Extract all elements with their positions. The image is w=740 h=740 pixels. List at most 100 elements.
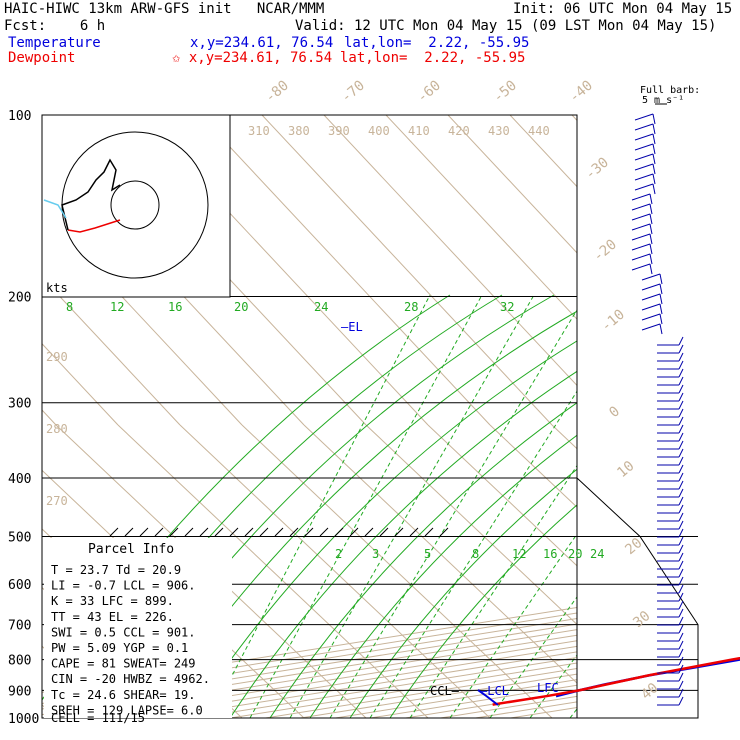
dry-adiabat-line <box>42 276 181 426</box>
pressure-tick-label: 900 <box>8 684 31 699</box>
wind-barb-flag <box>678 384 684 394</box>
isotherm-tick-label: -70 <box>338 78 368 107</box>
wind-barb-flag <box>678 640 684 650</box>
wind-barb <box>634 153 654 161</box>
wind-barb-flag <box>652 153 656 165</box>
pressure-tick-label: 400 <box>8 472 31 487</box>
wind-barb <box>634 143 654 151</box>
wind-barb-flag <box>678 568 684 578</box>
dry-adiabat-line <box>447 115 577 254</box>
dewpoint-legend-latlon: lat,lon= 2.22, -55.95 <box>340 50 526 66</box>
hatch-mark <box>154 527 164 537</box>
hatch-mark <box>334 527 344 537</box>
wind-barb <box>641 293 661 301</box>
dry-adiabat-line <box>385 115 577 320</box>
wind-barb-flag <box>678 672 684 682</box>
wind-barb-flag <box>649 223 653 235</box>
pressure-tick-label: 600 <box>8 578 31 593</box>
theta-tick-label: 410 <box>408 124 430 138</box>
wind-barb-flag <box>659 283 663 295</box>
temperature-legend-latlon: lat,lon= 2.22, -55.95 <box>344 35 530 51</box>
wind-barb-flag <box>678 416 684 426</box>
wind-barb-flag <box>678 432 684 442</box>
hatch-mark <box>379 527 389 537</box>
hodograph-units-label: kts <box>46 281 68 295</box>
wind-barb-flag <box>659 273 663 285</box>
wind-barb-flag <box>652 133 656 145</box>
wind-barb <box>631 243 651 251</box>
parcel-info-row: Tc = 24.6 SHEAR= 19. <box>51 688 196 702</box>
pressure-tick-label: 1000 <box>8 712 39 727</box>
pressure-tick-label: 500 <box>8 530 31 545</box>
moist-adiabat-line <box>189 340 577 718</box>
mixing-ratio-tick-label: 2 <box>335 547 342 561</box>
wind-barb-flag <box>678 464 684 474</box>
mixing-ratio-line <box>569 708 577 718</box>
dry-adiabat-line <box>323 115 577 387</box>
isotherm-line <box>42 612 577 699</box>
lfc-marker-label: LFC <box>537 681 559 695</box>
wind-barb-flag <box>678 344 684 354</box>
barb-legend-units: 5 m s⁻¹ <box>642 95 684 106</box>
wind-barb <box>634 163 654 171</box>
hodograph-box <box>41 114 231 298</box>
wind-barb <box>641 283 661 291</box>
dewpoint-legend-xy: ✩ x,y=234.61, 76.54 <box>172 50 333 66</box>
wind-barb <box>631 213 651 221</box>
hatch-mark <box>424 527 434 537</box>
dry-adiabat-line <box>551 424 577 450</box>
mixing-ratio-line <box>449 533 577 718</box>
wind-barb-flag <box>678 504 684 514</box>
mixing-ratio-tick-label: 16 <box>168 300 182 314</box>
mixing-ratio-tick-label: 3 <box>372 547 379 561</box>
isotherm-line <box>42 606 577 693</box>
wind-barb <box>634 113 654 121</box>
wind-barb-flag <box>652 173 656 185</box>
mixing-ratio-line <box>489 596 577 718</box>
isotherm-tick-label: -40 <box>566 78 596 107</box>
isotherm-line <box>475 701 577 718</box>
barb-legend-title: Full barb: <box>640 85 700 96</box>
theta-tick-label: 390 <box>328 124 350 138</box>
wind-barb-flag <box>678 424 684 434</box>
wind-barb-flag <box>678 544 684 554</box>
parcel-info-row: SWI = 0.5 CCL = 901. <box>51 625 196 639</box>
isotherm-tick-label: 20 <box>622 535 645 558</box>
forecast-hour: Fcst: 6 h <box>4 18 106 34</box>
mixing-ratio-tick-label: 20 <box>234 300 248 314</box>
hatch-mark <box>169 527 179 537</box>
wind-panel-frame <box>576 477 699 719</box>
theta-tick-label: 420 <box>448 124 470 138</box>
moist-adiabat-line <box>269 402 577 718</box>
wind-barb <box>634 173 654 181</box>
wind-barb-flag <box>649 203 653 215</box>
moist-adiabat-line <box>309 434 577 718</box>
wind-barb-flag <box>659 303 663 315</box>
wind-barb-flag <box>649 263 653 275</box>
dry-adiabat-line <box>365 424 577 626</box>
dry-adiabat-line <box>241 424 553 718</box>
wind-barb <box>641 303 661 311</box>
wind-barb-flag <box>652 143 656 155</box>
mixing-ratio-tick-label: 12 <box>110 300 124 314</box>
dry-adiabat-line <box>696 115 740 425</box>
theta-tick-label: 280 <box>46 422 68 436</box>
hatch-mark <box>304 527 314 537</box>
wind-barb-flag <box>678 512 684 522</box>
dry-adiabat-line <box>676 425 740 718</box>
hatch-mark <box>439 527 449 537</box>
temperature-legend-xy: x,y=234.61, 76.54 <box>190 35 334 51</box>
mixing-ratio-line <box>369 390 577 718</box>
hodograph-trace-mid <box>61 158 121 231</box>
isotherm-line <box>510 706 577 718</box>
pressure-tick-label: 200 <box>8 291 31 306</box>
wind-barb-flag <box>659 323 663 335</box>
parcel-info-row: PW = 5.09 YGP = 0.1 <box>51 641 188 655</box>
parcel-info-row: SREH = 129 LAPSE= 6.0 <box>51 703 203 717</box>
mixing-ratio-line <box>289 294 535 718</box>
dry-adiabat-line <box>509 115 577 188</box>
mixing-ratio-tick-label: 32 <box>500 300 514 314</box>
theta-tick-label: 440 <box>528 124 550 138</box>
wind-barb-flag <box>659 293 663 305</box>
pressure-tick-label: 700 <box>8 619 31 634</box>
